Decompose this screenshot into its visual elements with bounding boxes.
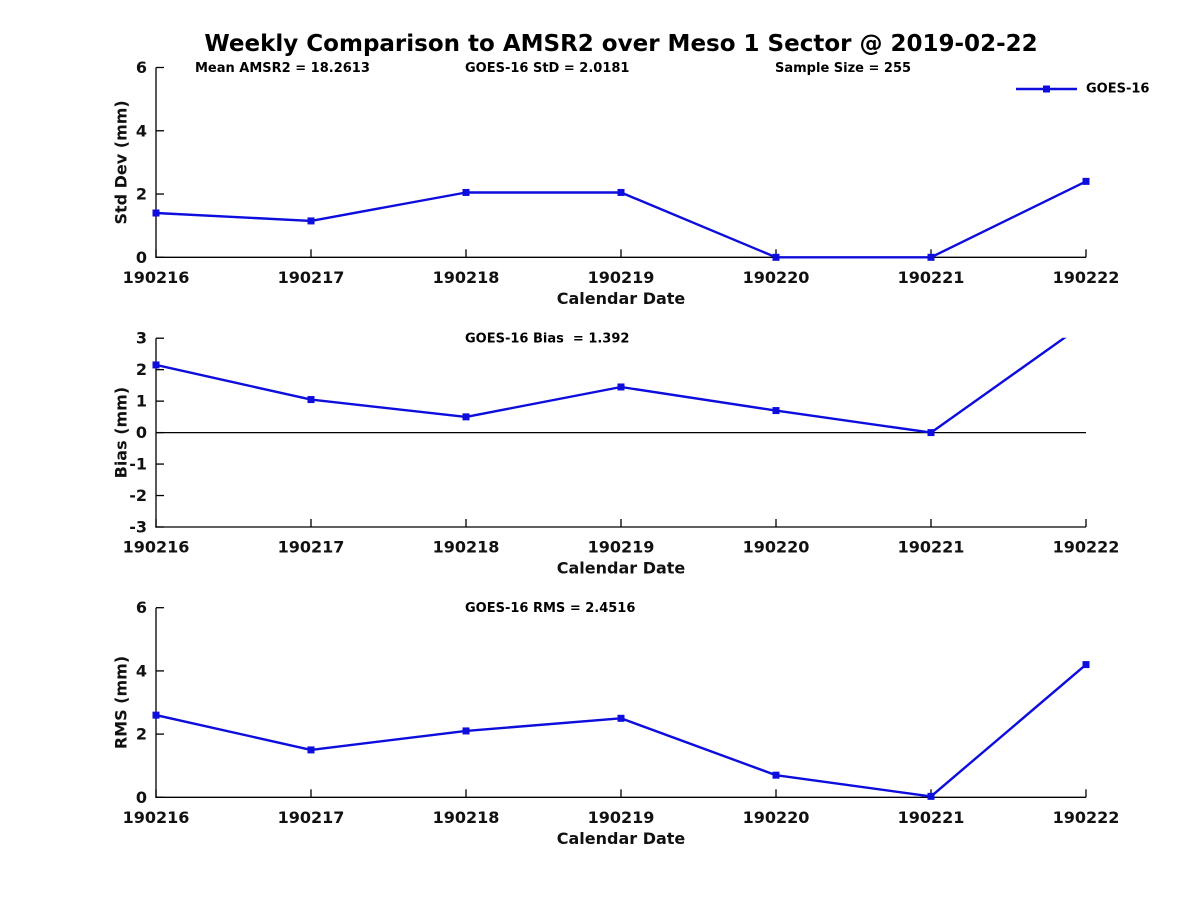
- x-tick-label: 190216: [123, 808, 190, 827]
- data-point-marker: [617, 188, 625, 196]
- x-tick-label: 190217: [278, 808, 345, 827]
- data-point-marker: [462, 727, 470, 735]
- data-point-marker: [617, 383, 625, 391]
- legend-marker-icon: [1043, 85, 1050, 93]
- data-point-marker: [1082, 177, 1090, 185]
- y-axis-label: Std Dev (mm): [112, 100, 131, 224]
- data-point-marker: [772, 771, 780, 779]
- x-tick-label: 190218: [433, 808, 500, 827]
- x-tick-label: 190222: [1053, 268, 1120, 287]
- x-tick-label: 190219: [588, 268, 655, 287]
- data-point-marker: [307, 396, 315, 404]
- data-point-marker: [772, 407, 780, 415]
- data-point-marker: [462, 188, 470, 196]
- data-point-marker: [1082, 661, 1090, 669]
- y-tick-label: -1: [129, 455, 147, 474]
- x-tick-label: 190221: [898, 538, 965, 557]
- stat-annotation: GOES-16 RMS = 2.4516: [465, 601, 635, 616]
- x-tick-label: 190218: [433, 538, 500, 557]
- x-tick-label: 190219: [588, 808, 655, 827]
- y-tick-label: 4: [136, 661, 147, 680]
- x-tick-label: 190220: [743, 808, 810, 827]
- y-tick-label: 3: [136, 329, 147, 348]
- data-point-marker: [927, 253, 935, 261]
- data-point-marker: [927, 792, 935, 800]
- x-tick-label: 190220: [743, 538, 810, 557]
- y-tick-label: 6: [136, 58, 147, 77]
- x-tick-label: 190216: [123, 538, 190, 557]
- y-tick-label: 2: [136, 725, 147, 744]
- x-axis-label: Calendar Date: [557, 559, 686, 578]
- x-tick-label: 190221: [898, 808, 965, 827]
- data-point-marker: [772, 253, 780, 261]
- y-tick-label: 1: [136, 392, 147, 411]
- data-point-marker: [307, 746, 315, 754]
- y-tick-label: 2: [136, 185, 147, 204]
- y-tick-label: 2: [136, 360, 147, 379]
- y-tick-label: 0: [136, 248, 147, 267]
- data-line: [156, 663, 1088, 798]
- legend-label: GOES-16: [1086, 82, 1149, 97]
- x-tick-label: 190222: [1053, 538, 1120, 557]
- data-point-marker: [462, 413, 470, 421]
- x-tick-label: 190219: [588, 538, 655, 557]
- x-tick-label: 190220: [743, 268, 810, 287]
- data-point-marker: [307, 217, 315, 225]
- y-tick-label: 0: [136, 423, 147, 442]
- x-tick-label: 190216: [123, 268, 190, 287]
- x-tick-label: 190222: [1053, 808, 1120, 827]
- y-tick-label: 6: [136, 598, 147, 617]
- x-axis-label: Calendar Date: [557, 829, 686, 848]
- x-axis-label: Calendar Date: [557, 289, 686, 308]
- y-tick-label: 4: [136, 121, 147, 140]
- stat-annotation: Mean AMSR2 = 18.2613: [195, 61, 370, 76]
- y-axis-label: RMS (mm): [112, 656, 131, 749]
- y-tick-label: 0: [136, 788, 147, 807]
- y-tick-label: -3: [129, 518, 147, 537]
- figure-title: Weekly Comparison to AMSR2 over Meso 1 S…: [204, 31, 1038, 57]
- y-tick-label: -2: [129, 486, 147, 505]
- x-tick-label: 190217: [278, 268, 345, 287]
- y-axis-label: Bias (mm): [112, 387, 131, 479]
- x-tick-label: 190218: [433, 268, 500, 287]
- x-tick-label: 190221: [898, 268, 965, 287]
- data-point-marker: [152, 361, 160, 369]
- x-tick-label: 190217: [278, 538, 345, 557]
- stat-annotation: Sample Size = 255: [775, 61, 911, 76]
- data-point-marker: [617, 714, 625, 722]
- data-point-marker: [152, 711, 160, 719]
- stat-annotation: GOES-16 StD = 2.0181: [465, 61, 629, 76]
- data-point-marker: [927, 429, 935, 437]
- data-point-marker: [152, 209, 160, 217]
- stat-annotation: GOES-16 Bias = 1.392: [465, 332, 629, 347]
